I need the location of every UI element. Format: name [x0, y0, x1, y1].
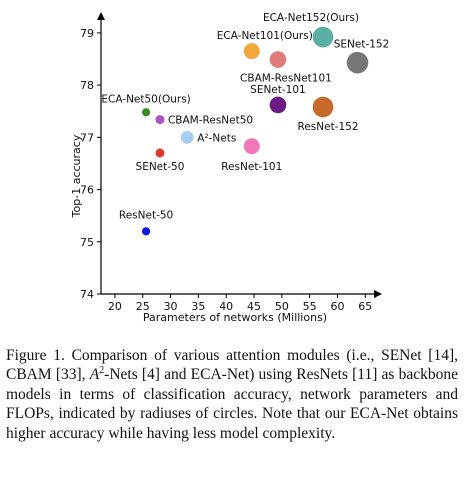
data-point — [312, 96, 334, 118]
data-point — [155, 115, 165, 125]
data-point — [346, 51, 369, 74]
data-point — [243, 138, 260, 155]
data-point — [180, 130, 194, 144]
data-point — [312, 26, 334, 48]
x-tick-label: 40 — [219, 300, 233, 313]
point-label: ResNet-50 — [119, 209, 173, 221]
x-tick-label: 45 — [247, 300, 261, 313]
x-tick-label: 65 — [358, 300, 372, 313]
point-label: ResNet-101 — [221, 161, 282, 173]
scatter-chart: 20 25 30 35 40 45 50 55 60 65 74 75 76 77 78 79 ResNet… — [70, 12, 389, 324]
y-tick-label: 79 — [80, 27, 94, 40]
point-label: SENet-101 — [250, 84, 306, 96]
x-axis-label: Parameters of networks (Millions) — [143, 311, 327, 324]
x-tick-label: 60 — [330, 300, 344, 313]
y-tick-label: 74 — [80, 288, 94, 301]
x-ticks: 20 25 30 35 40 45 50 55 60 65 — [108, 294, 372, 313]
caption-a: A — [89, 366, 100, 384]
data-point — [141, 227, 151, 236]
x-tick-label: 25 — [136, 300, 150, 313]
y-ticks: 74 75 76 77 78 79 — [80, 27, 101, 301]
data-point — [155, 148, 165, 158]
y-tick-label: 78 — [80, 79, 94, 92]
x-tick-label: 50 — [275, 300, 289, 313]
data-point — [243, 43, 260, 60]
y-axis-arrow — [97, 12, 105, 20]
point-label: ECA-Net50(Ours) — [101, 93, 190, 105]
point-label: SENet-152 — [334, 39, 390, 51]
x-axis-arrow — [374, 290, 382, 298]
y-tick-label: 75 — [80, 236, 94, 249]
x-tick-label: 20 — [108, 300, 122, 313]
point-label: ECA-Net152(Ours) — [263, 12, 359, 24]
x-tick-label: 55 — [303, 300, 317, 313]
axes — [97, 12, 382, 298]
caption-sup: 2 — [99, 365, 105, 377]
point-label: CBAM-ResNet50 — [168, 115, 253, 127]
y-tick-label: 77 — [80, 131, 94, 144]
point-label: SENet-50 — [136, 161, 185, 173]
data-point — [269, 96, 287, 114]
point-label: ECA-Net101(Ours) — [217, 30, 313, 42]
data-point — [269, 51, 287, 68]
point-label: CBAM-ResNet101 — [240, 73, 332, 85]
x-tick-label: 30 — [164, 300, 178, 313]
point-label: A²-Nets — [197, 132, 236, 144]
data-points — [141, 26, 369, 236]
figure-caption: Figure 1. Comparison of various attentio… — [6, 346, 458, 443]
caption-prefix: Figure 1. Comparison of various attentio… — [6, 347, 458, 384]
caption-suffix: -Nets [4] and ECA-Net) using ResNets [11… — [6, 366, 458, 442]
y-axis-label: Top-1 accuracy — [70, 134, 83, 218]
y-tick-label: 76 — [80, 184, 94, 197]
data-point — [141, 108, 151, 117]
point-label: ResNet-152 — [298, 121, 359, 133]
point-labels: ResNet-50 SENet-50 ECA-Net50(Ours) CBAM-Res… — [101, 12, 389, 221]
x-tick-label: 35 — [191, 300, 205, 313]
